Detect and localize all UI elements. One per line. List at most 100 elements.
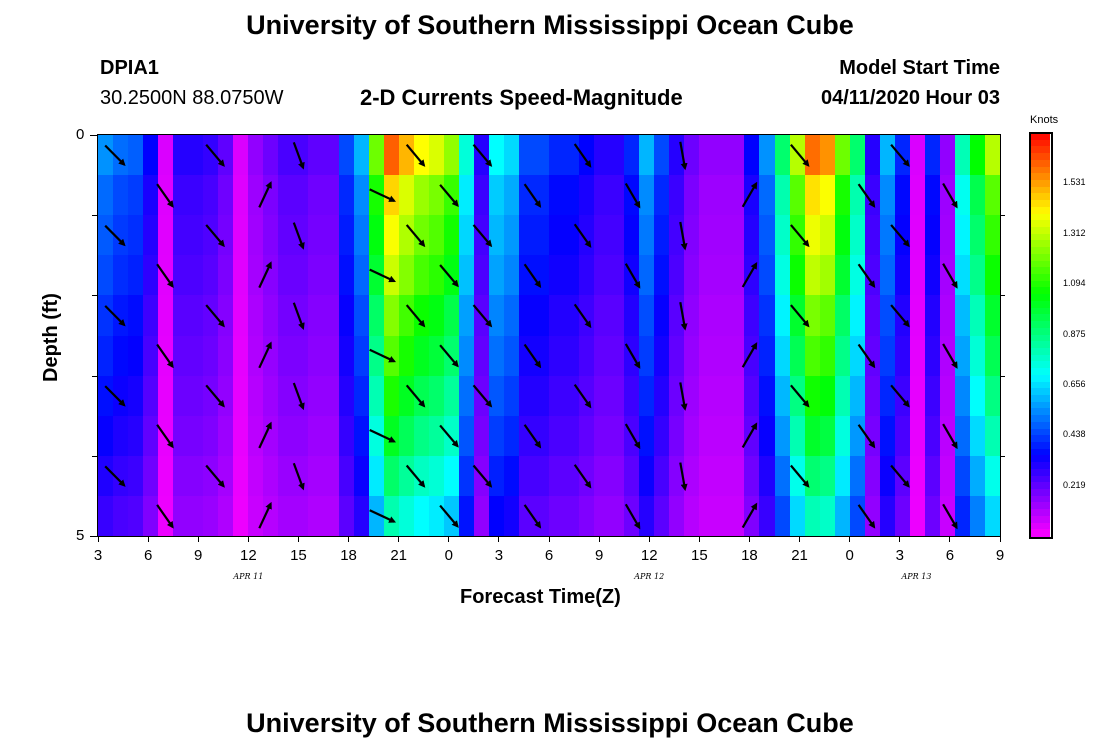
heatmap-cell <box>909 135 926 176</box>
colorbar-swatch <box>1030 200 1050 208</box>
heatmap-cell <box>939 215 956 256</box>
heatmap-cell <box>639 255 655 296</box>
heatmap-cell <box>218 415 234 457</box>
colorbar-swatch <box>1030 455 1050 463</box>
heatmap-cell <box>939 455 956 497</box>
heatmap-cell <box>98 335 114 377</box>
colorbar-swatch <box>1030 529 1050 537</box>
heatmap-cell <box>308 215 325 256</box>
date-label: APR 11 <box>233 572 264 581</box>
x-tick-label: 6 <box>143 547 153 564</box>
heatmap-cell <box>233 415 249 457</box>
heatmap-cell <box>473 415 490 457</box>
heatmap-cell <box>984 455 1000 497</box>
heatmap-cell <box>263 455 279 497</box>
colorbar-swatch <box>1030 408 1050 416</box>
current-vector-arrow <box>205 224 225 248</box>
heatmap-cell <box>729 335 746 377</box>
model-start-value: 04/11/2020 Hour 03 <box>820 87 1000 109</box>
heatmap-cell <box>218 175 234 216</box>
heatmap-cell <box>98 455 114 497</box>
heatmap-cell <box>879 415 896 457</box>
colorbar-tick-label: 1.094 <box>1063 278 1086 289</box>
heatmap-cell <box>579 415 595 457</box>
heatmap-cell <box>338 375 355 417</box>
colorbar-swatch <box>1030 401 1050 409</box>
x-tick <box>348 536 350 542</box>
heatmap-cell <box>909 335 926 377</box>
heatmap-cell <box>248 455 264 497</box>
current-vector-arrow <box>258 501 272 529</box>
heatmap-cell <box>383 255 400 296</box>
x-tick <box>247 536 249 542</box>
colorbar-swatch <box>1030 274 1050 282</box>
current-vector-arrow <box>472 224 493 248</box>
current-vector-arrow <box>679 382 688 411</box>
heatmap-cell <box>338 455 355 497</box>
heatmap-cell <box>278 175 295 216</box>
heatmap-cell <box>533 135 550 176</box>
heatmap-cell <box>128 135 144 176</box>
heatmap-cell <box>594 415 610 457</box>
heatmap-cell <box>218 335 234 377</box>
heatmap-cell <box>443 295 460 337</box>
heatmap-cell <box>518 295 535 337</box>
heatmap-cell <box>188 415 204 457</box>
heatmap-cell <box>699 295 715 337</box>
current-vector-layer <box>104 141 958 530</box>
current-vector-arrow <box>573 383 592 409</box>
heatmap-cell <box>774 135 791 176</box>
heatmap-cell <box>894 415 911 457</box>
heatmap-cell <box>503 215 520 256</box>
colorbar-swatch <box>1030 287 1050 295</box>
colorbar-swatch <box>1030 247 1050 255</box>
heatmap-cell <box>353 255 370 296</box>
y-tick <box>90 536 98 537</box>
heatmap-cell <box>98 495 114 536</box>
heatmap-cell <box>924 175 941 216</box>
x-tick-label: 18 <box>741 547 758 564</box>
current-vector-arrow <box>573 464 592 489</box>
x-tick <box>548 536 550 542</box>
heatmap-cell <box>338 255 355 296</box>
heatmap-cell <box>308 175 325 216</box>
heatmap-cell <box>518 455 535 497</box>
y-tick <box>90 135 98 136</box>
current-vector-arrow <box>472 384 493 408</box>
heatmap-cell <box>188 455 204 497</box>
x-tick <box>799 536 801 542</box>
colorbar-swatch <box>1030 153 1050 161</box>
heatmap-cell <box>744 455 761 497</box>
heatmap-cell <box>849 255 866 296</box>
colorbar-tick-label: 0.438 <box>1063 429 1086 440</box>
current-vector-arrow <box>679 302 688 331</box>
heatmap-cell <box>549 495 565 536</box>
heatmap-cell <box>759 255 776 296</box>
current-vector-arrow <box>790 143 810 167</box>
heatmap-cell <box>488 175 505 216</box>
heatmap-cell <box>984 335 1000 377</box>
current-vector-arrow <box>292 302 305 330</box>
heatmap-cell <box>413 215 430 256</box>
heatmap-cell <box>699 215 715 256</box>
heatmap-cell <box>909 295 926 337</box>
heatmap-cell <box>579 255 595 296</box>
heatmap-cell <box>804 255 821 296</box>
heatmap-cell <box>549 375 565 417</box>
current-vector-arrow <box>624 503 641 530</box>
colorbar-swatch <box>1030 321 1050 329</box>
heatmap-cell <box>98 135 114 176</box>
heatmap-cell <box>518 175 535 216</box>
heatmap-cell <box>128 215 144 256</box>
heatmap-cell <box>609 375 625 417</box>
heatmap-cell <box>353 335 370 377</box>
colorbar-swatch <box>1030 159 1050 168</box>
heatmap-cell <box>518 375 535 417</box>
heatmap-cell <box>413 375 430 417</box>
colorbar-swatch <box>1030 280 1050 289</box>
colorbar-swatch <box>1030 495 1050 503</box>
heatmap-cell <box>128 295 144 337</box>
heatmap-cell <box>969 415 986 457</box>
heatmap-cell <box>969 375 986 417</box>
heatmap-cell <box>428 455 445 497</box>
